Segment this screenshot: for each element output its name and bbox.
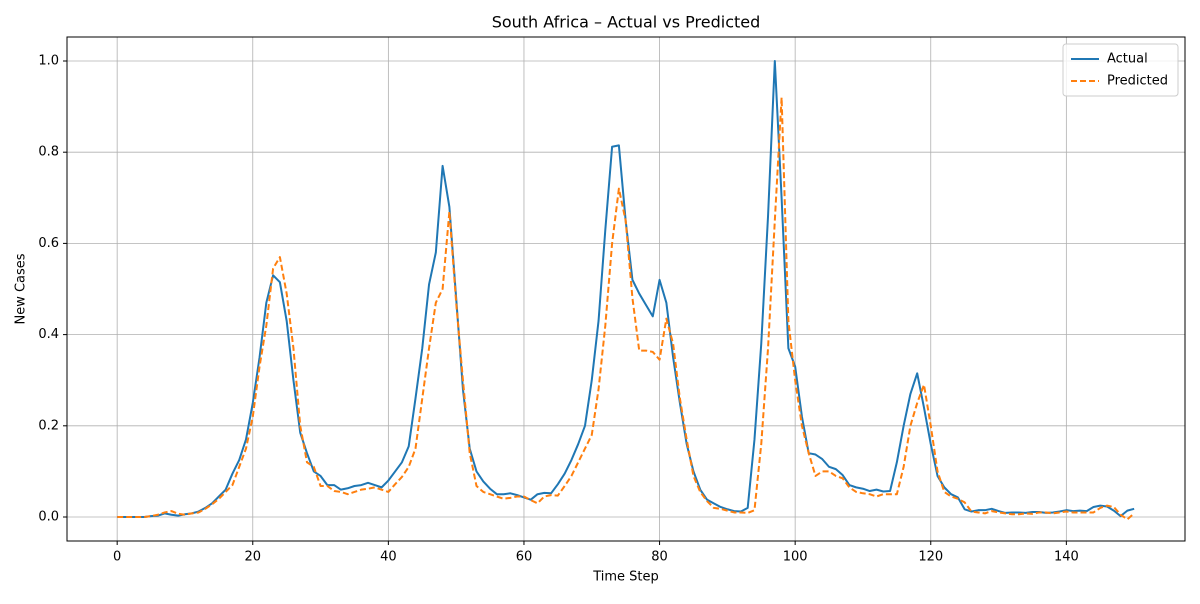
- legend-box: [1062, 43, 1179, 97]
- x-tick-label: 60: [516, 550, 533, 565]
- y-axis-label: New Cases: [14, 253, 29, 324]
- line-series: [117, 96, 1135, 521]
- x-tick-label: 0: [113, 550, 121, 565]
- y-tick-label: 0.0: [38, 510, 59, 525]
- x-tick-label: 20: [244, 550, 261, 565]
- x-tick-label: 100: [783, 550, 808, 565]
- legend-label: Predicted: [1107, 74, 1168, 89]
- x-tick-label: 120: [918, 550, 943, 565]
- y-tick-label: 0.8: [38, 145, 59, 160]
- legend: Actual Predicted: [1062, 43, 1179, 97]
- x-tick-label: 140: [1054, 550, 1079, 565]
- y-tick-label: 1.0: [38, 53, 59, 68]
- x-tick-label: 40: [380, 550, 397, 565]
- y-tick-label: 0.6: [38, 236, 59, 251]
- y-tick-label: 0.4: [38, 327, 59, 342]
- plot-frame: [66, 36, 1186, 542]
- x-tick-label: 80: [651, 550, 668, 565]
- y-tick-label: 0.2: [38, 418, 59, 433]
- x-axis-label: Time Step: [592, 570, 659, 585]
- chart-title: South Africa – Actual vs Predicted: [492, 13, 761, 32]
- legend-label: Actual: [1107, 52, 1148, 67]
